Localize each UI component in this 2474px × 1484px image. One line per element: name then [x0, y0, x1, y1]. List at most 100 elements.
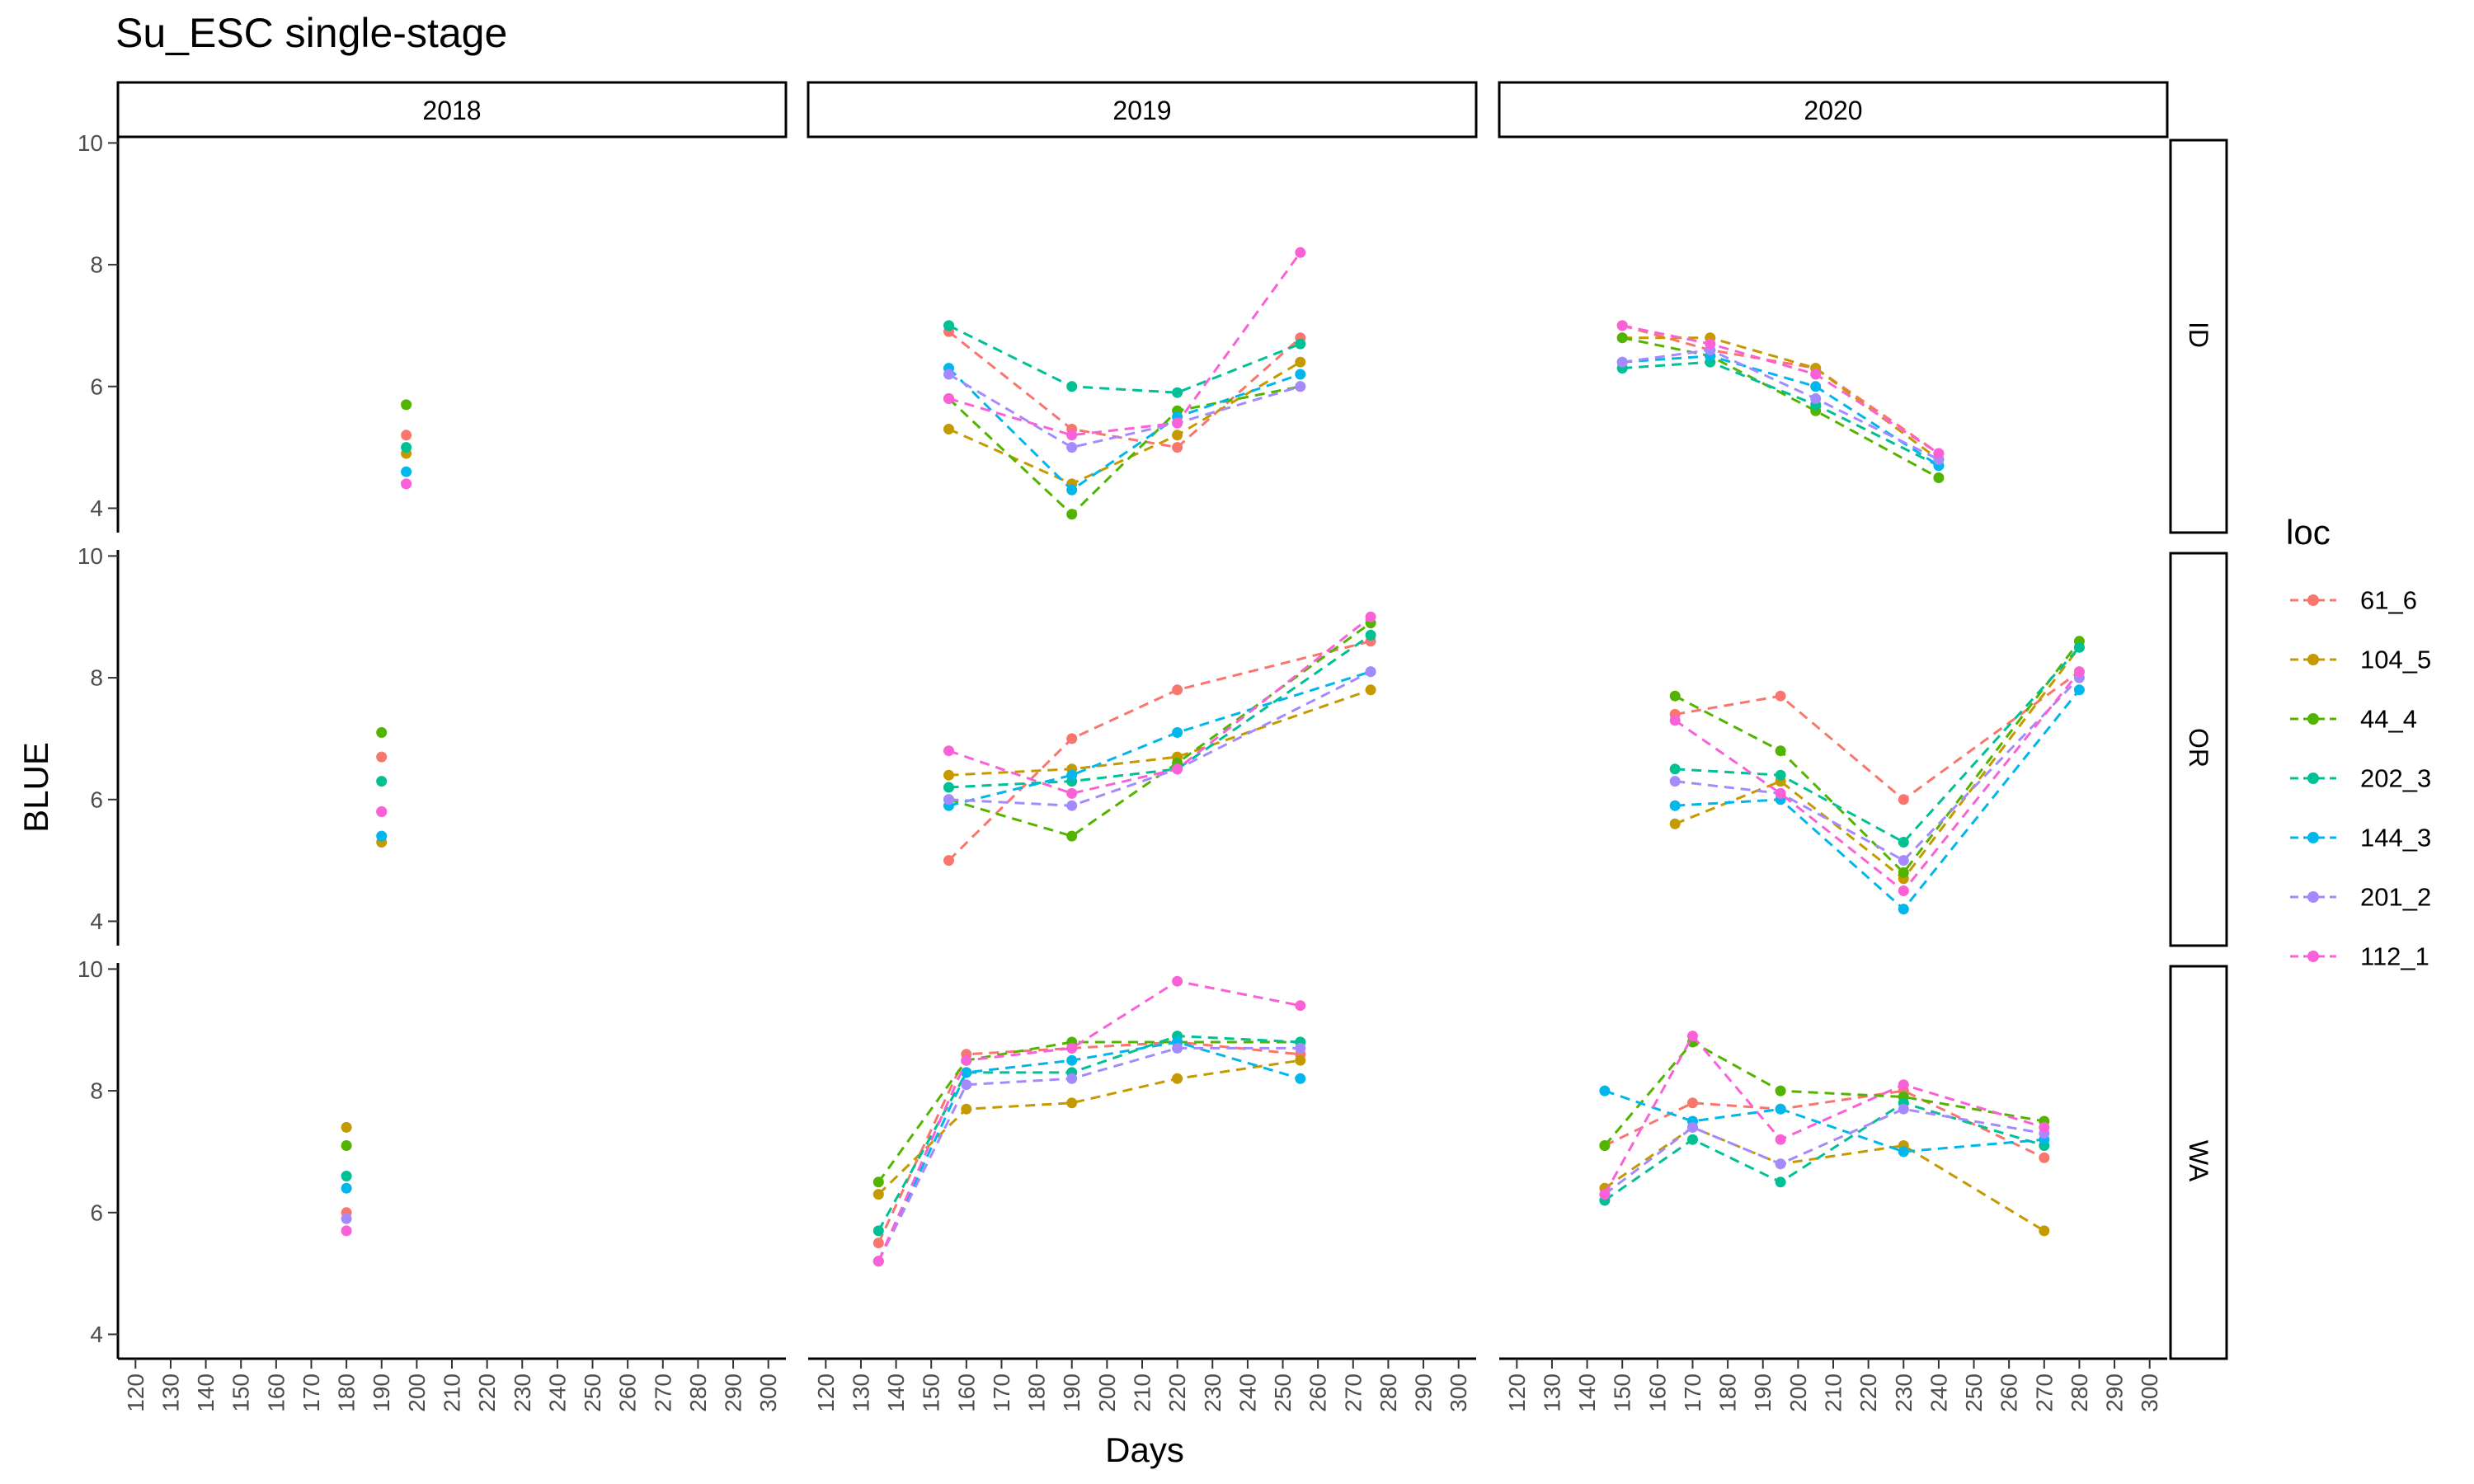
data-point-144_3 [1599, 1085, 1611, 1097]
data-point-202_3 [872, 1225, 884, 1237]
data-point-61_6 [872, 1237, 884, 1249]
data-point-202_3 [1687, 1134, 1698, 1145]
x-tick-label: 210 [1821, 1374, 1846, 1412]
x-tick-label: 240 [1235, 1374, 1260, 1412]
data-point-112_1 [2039, 1121, 2050, 1133]
y-tick-label: 4 [90, 909, 103, 934]
x-tick-label: 280 [2067, 1374, 2092, 1412]
legend-key-point [2307, 654, 2319, 665]
series-line-202_3 [1604, 1101, 2045, 1202]
data-point-201_2 [1295, 381, 1306, 392]
data-point-112_1 [1616, 320, 1628, 331]
data-point-44_4 [1775, 745, 1786, 757]
data-point-44_4 [1066, 509, 1078, 520]
data-point-201_2 [1898, 1103, 1909, 1115]
x-tick-label: 260 [1997, 1374, 2022, 1412]
data-point-61_6 [1687, 1097, 1698, 1109]
data-point-144_3 [1669, 800, 1681, 811]
data-point-61_6 [943, 855, 954, 866]
x-tick-label: 280 [685, 1374, 711, 1412]
legend-key-point [2307, 832, 2319, 843]
legend-item: 202_3 [2290, 764, 2431, 793]
x-tick-label: 300 [1446, 1374, 1471, 1412]
data-point-201_2 [1066, 800, 1078, 811]
data-point-202_3 [1898, 837, 1909, 848]
data-point-112_1 [943, 393, 954, 404]
x-tick-label: 210 [1130, 1374, 1155, 1412]
x-tick-label: 160 [953, 1374, 979, 1412]
data-point-201_2 [1669, 776, 1681, 787]
legend-item: 61_6 [2290, 586, 2417, 615]
series-line-112_1 [948, 251, 1302, 437]
data-point-144_3 [961, 1067, 972, 1078]
data-point-202_3 [1172, 387, 1183, 398]
data-point-201_2 [1616, 356, 1628, 368]
data-point-112_1 [1810, 369, 1822, 380]
x-tick-label: 290 [2102, 1374, 2128, 1412]
x-tick-label: 180 [1024, 1374, 1050, 1412]
x-tick-label: 250 [1270, 1374, 1296, 1412]
data-point-44_4 [1669, 690, 1681, 702]
series-line-201_2 [877, 1046, 1300, 1262]
series-line-61_6 [1604, 1089, 2045, 1159]
x-tick-label: 140 [1574, 1374, 1600, 1412]
series-line-201_2 [1603, 1107, 2045, 1195]
data-point-112_1 [1066, 430, 1078, 441]
data-point-202_3 [1365, 629, 1376, 641]
series-line-144_3 [948, 670, 1371, 807]
data-point-201_2 [1687, 1121, 1698, 1133]
legend-key-point [2307, 713, 2319, 725]
data-point-144_3 [1898, 904, 1909, 915]
facet-row-label: ID [2184, 322, 2213, 348]
x-tick-label: 160 [1644, 1374, 1670, 1412]
data-point-112_1 [376, 806, 388, 817]
facet-strip-WA [2169, 965, 2228, 1360]
series-line-104_5 [948, 688, 1371, 777]
data-point-61_6 [1898, 794, 1909, 805]
data-point-202_3 [1066, 381, 1078, 392]
data-point-202_3 [1775, 769, 1786, 781]
y-tick-label: 10 [78, 130, 103, 156]
legend-item: 44_4 [2290, 705, 2417, 734]
facet-strip-2020 [1498, 81, 2169, 139]
data-point-201_2 [341, 1213, 352, 1224]
series-line-144_3 [1622, 355, 1940, 467]
data-point-144_3 [1898, 1146, 1909, 1158]
data-point-104_5 [961, 1103, 972, 1115]
data-point-44_4 [1599, 1140, 1611, 1151]
x-tick-label: 230 [1891, 1374, 1917, 1412]
data-point-201_2 [1810, 393, 1822, 404]
legend: 61_6 104_5 44_4 202_3 144_3 201_2 112_1 [2290, 586, 2431, 971]
data-point-104_5 [1365, 684, 1376, 696]
x-tick-label: 150 [228, 1374, 254, 1412]
data-point-202_3 [943, 782, 954, 793]
x-tick-label: 220 [1164, 1374, 1190, 1412]
y-tick-label: 10 [78, 956, 103, 982]
chart-title: Su_ESC single-stage [115, 10, 507, 56]
data-point-201_2 [1775, 1158, 1786, 1170]
legend-key-point [2307, 773, 2319, 784]
x-tick-label: 190 [1059, 1374, 1084, 1412]
data-point-202_3 [1295, 338, 1306, 350]
facet-strip-OR [2169, 552, 2228, 947]
data-point-44_4 [1898, 866, 1909, 878]
x-tick-label: 240 [544, 1374, 570, 1412]
data-point-202_3 [401, 442, 412, 453]
data-point-112_1 [1172, 763, 1183, 775]
x-axis-title: Days [1105, 1430, 1184, 1469]
data-point-61_6 [2039, 1152, 2050, 1163]
data-point-104_5 [1295, 356, 1306, 368]
facet-strip-ID [2169, 139, 2228, 534]
data-point-201_2 [1066, 1073, 1078, 1084]
x-tick-label: 270 [2031, 1374, 2057, 1412]
data-point-61_6 [1172, 684, 1183, 696]
series-line-144_3 [1675, 688, 2081, 911]
series-line-61_6 [1621, 324, 1940, 455]
x-tick-label: 140 [193, 1374, 219, 1412]
data-point-201_2 [1295, 1042, 1306, 1054]
plot-area: 2018 2019 2020 ID OR WA 4 6 8 10 4 6 8 10 4 6 8 10 120 130 1… [78, 81, 2228, 1412]
data-point-144_3 [1066, 769, 1078, 781]
data-point-144_3 [1295, 1073, 1306, 1084]
series-line-44_4 [877, 1040, 1300, 1183]
